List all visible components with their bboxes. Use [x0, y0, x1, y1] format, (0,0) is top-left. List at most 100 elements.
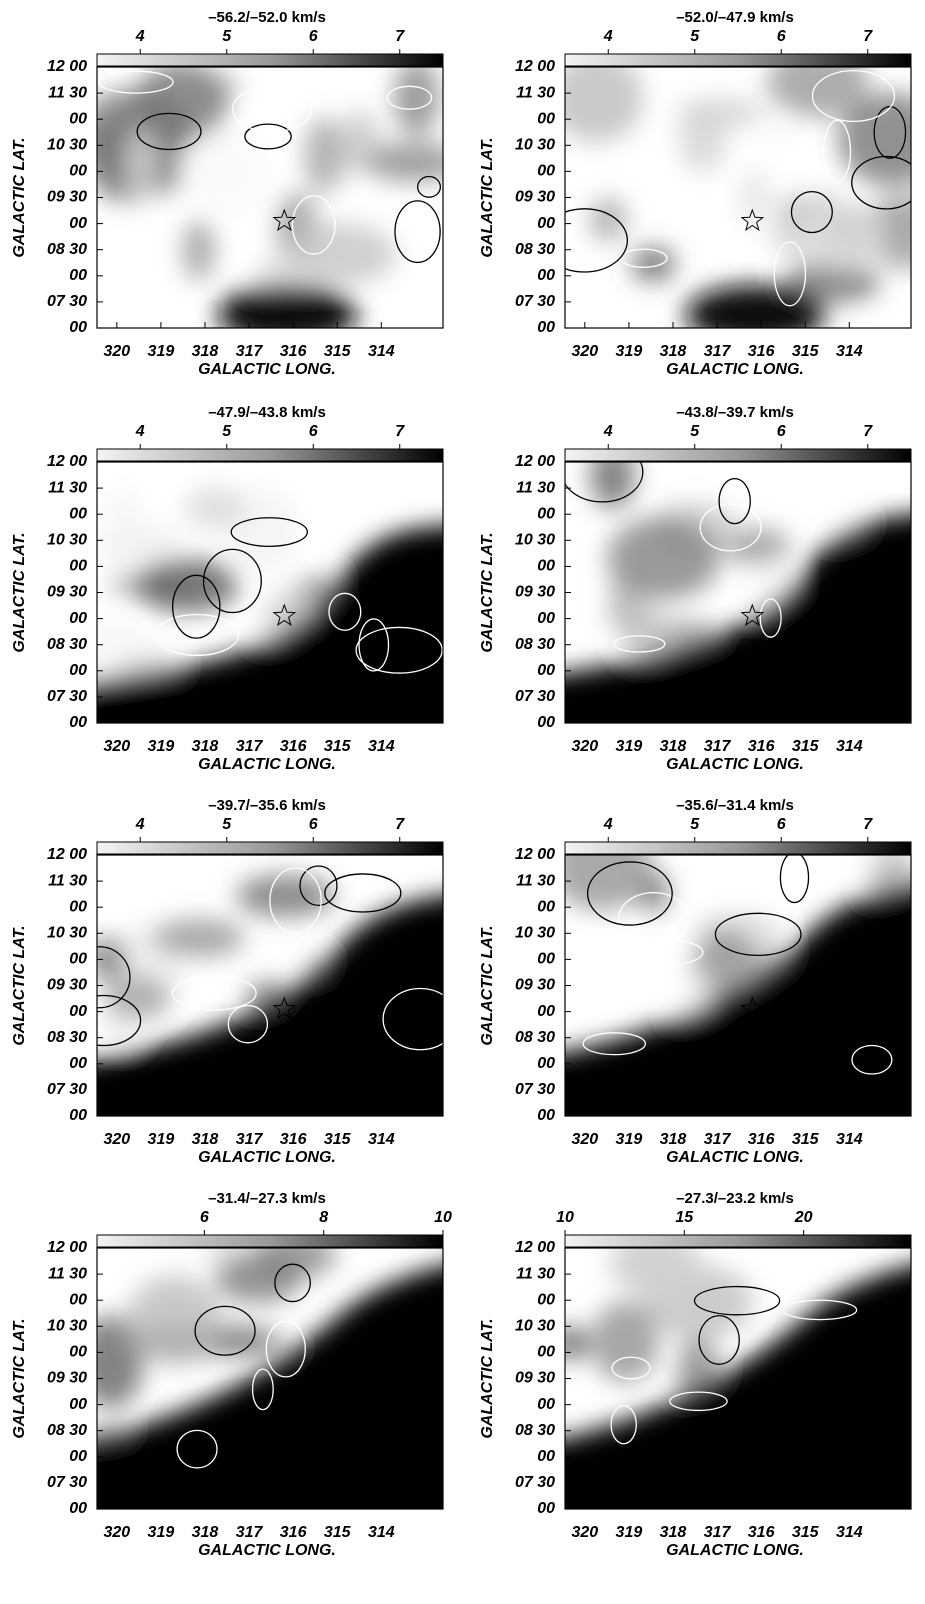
y-tick-label: 00 [69, 1344, 87, 1361]
y-tick-label: 00 [69, 163, 87, 180]
emission-blob [565, 855, 653, 911]
y-tick-label: 09 30 [515, 977, 555, 994]
x-tick-label: 315 [324, 738, 352, 755]
y-tick-label: 11 30 [48, 84, 87, 101]
x-tick-label: 314 [368, 738, 395, 755]
dark-region [97, 895, 443, 1116]
contour [780, 630, 858, 658]
y-tick-label: 09 30 [47, 1370, 87, 1387]
x-tick-label: 318 [660, 1131, 687, 1148]
colorbar-tick-label: 4 [135, 423, 145, 440]
emission-blob [767, 67, 870, 118]
emission-blob [631, 246, 676, 282]
intensity-field [97, 874, 443, 1116]
x-tick-label: 316 [748, 738, 775, 755]
x-tick-label: 320 [103, 1131, 130, 1148]
panel-title: –27.3/–23.2 km/s [676, 1190, 794, 1207]
y-tick-label: 11 30 [516, 84, 555, 101]
contour [342, 1340, 433, 1377]
emission-blob [215, 1253, 302, 1304]
colorbar-tick-label: 6 [309, 423, 318, 440]
contour [718, 477, 751, 525]
y-tick-label: 10 30 [47, 532, 87, 549]
contour [232, 86, 313, 133]
panel-title: –52.0/–47.9 km/s [676, 9, 794, 26]
x-tick-label: 320 [571, 343, 598, 360]
y-tick-label: 07 30 [515, 1474, 555, 1491]
emission-blob [152, 918, 245, 958]
panel-title: –31.4/–27.3 km/s [208, 1190, 326, 1207]
emission-blob [610, 1248, 702, 1300]
x-tick-label: 316 [748, 1524, 775, 1541]
contour [565, 462, 644, 503]
x-tick-label: 316 [280, 738, 307, 755]
intensity-field [565, 462, 911, 723]
colorbar-tick-label: 7 [395, 423, 405, 440]
x-tick-label: 319 [148, 1524, 175, 1541]
y-tick-label: 00 [537, 662, 555, 679]
y-tick-label: 10 30 [515, 925, 555, 942]
y-tick-label: 12 00 [515, 453, 555, 470]
x-axis-label: GALACTIC LONG. [666, 756, 804, 773]
x-tick-label: 316 [280, 1524, 307, 1541]
x-tick-label: 317 [704, 738, 732, 755]
contour [873, 105, 907, 159]
colorbar-tick-label: 4 [135, 816, 145, 833]
contour [613, 635, 666, 653]
y-tick-label: 08 30 [47, 1422, 87, 1439]
contour [582, 1032, 647, 1056]
x-tick-label: 314 [836, 1131, 863, 1148]
colorbar-tick-label: 5 [690, 423, 700, 440]
y-tick-label: 12 00 [47, 1239, 87, 1256]
x-axis-label: GALACTIC LONG. [198, 1149, 336, 1166]
x-tick-label: 317 [704, 1131, 732, 1148]
y-tick-label: 00 [69, 1107, 87, 1124]
y-tick-label: 00 [69, 1055, 87, 1072]
dark-region [217, 284, 358, 328]
map-content [565, 855, 911, 1116]
contour [617, 891, 690, 947]
contour [299, 865, 338, 906]
emission-blob [135, 557, 239, 614]
y-tick-label: 11 30 [516, 872, 555, 889]
contour [194, 1305, 256, 1356]
y-tick-label: 09 30 [47, 977, 87, 994]
x-tick-label: 319 [148, 343, 175, 360]
y-tick-label: 00 [69, 610, 87, 627]
contour [851, 155, 911, 210]
map-panel [565, 855, 911, 1116]
y-tick-label: 11 30 [48, 872, 87, 889]
y-tick-label: 07 30 [47, 688, 87, 705]
emission-blob [134, 67, 228, 145]
colorbar-tick-label: 20 [794, 1209, 813, 1226]
x-tick-label: 315 [792, 1524, 820, 1541]
y-tick-label: 08 30 [47, 241, 87, 258]
map-panel [97, 67, 443, 328]
x-tick-label: 320 [571, 738, 598, 755]
y-tick-label: 00 [537, 1107, 555, 1124]
x-axis-label: GALACTIC LONG. [666, 361, 804, 378]
emission-blob [738, 168, 770, 229]
colorbar-tick-label: 6 [309, 28, 318, 45]
colorbar-tick-label: 4 [603, 423, 613, 440]
colorbar-tick-label: 6 [309, 816, 318, 833]
x-axis-label: GALACTIC LONG. [198, 1542, 336, 1559]
y-tick-label: 00 [537, 1003, 555, 1020]
y-tick-label: 00 [69, 505, 87, 522]
y-tick-label: 00 [69, 1500, 87, 1517]
y-tick-label: 10 30 [515, 1318, 555, 1335]
contour [172, 574, 221, 639]
y-tick-label: 11 30 [48, 479, 87, 496]
colorbar-tick-label: 5 [222, 28, 232, 45]
x-tick-label: 314 [836, 1524, 863, 1541]
y-axis-label: GALACTIC LAT. [11, 137, 28, 257]
star-marker [740, 208, 765, 232]
dark-region [685, 284, 826, 328]
y-tick-label: 00 [537, 558, 555, 575]
map-panel [565, 462, 911, 723]
contour [393, 634, 443, 691]
y-tick-label: 00 [537, 610, 555, 627]
star-marker [740, 603, 765, 627]
colorbar-tick-label: 5 [690, 28, 700, 45]
y-tick-label: 00 [69, 662, 87, 679]
